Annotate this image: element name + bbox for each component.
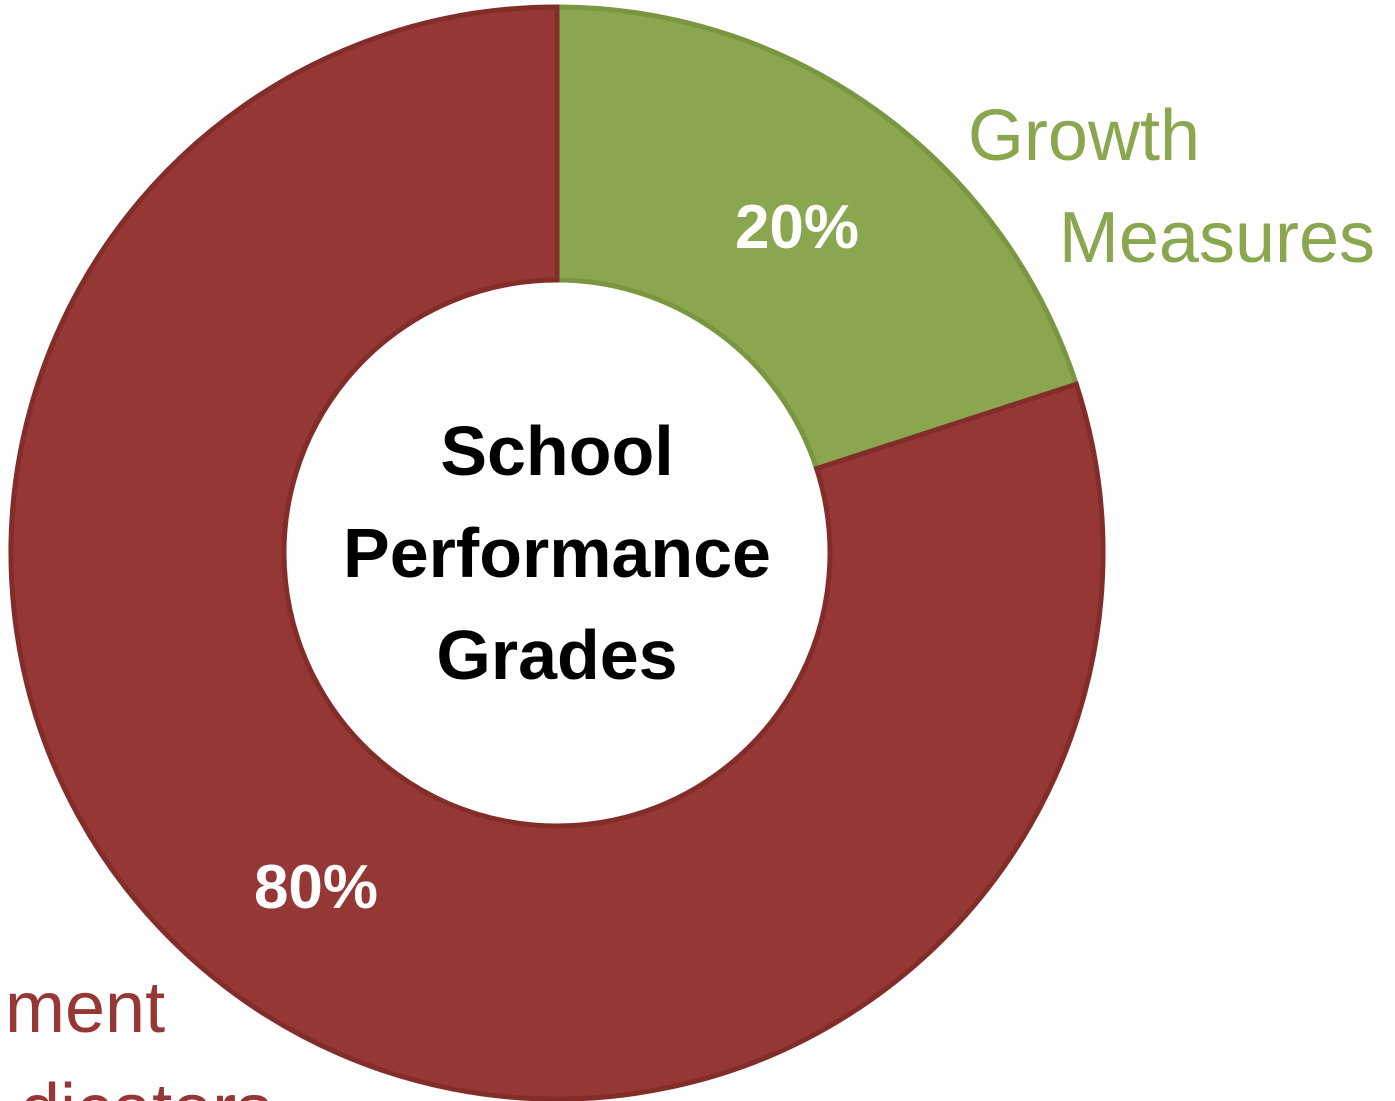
chart-title: School Performance Grades [343, 412, 771, 694]
donut-slice [8, 4, 1106, 1101]
data-label: 20% [735, 193, 859, 262]
donut [8, 4, 1106, 1101]
category-label: mentdicators [5, 968, 272, 1101]
donut-slice [554, 4, 1080, 472]
data-label: 80% [254, 853, 378, 922]
category-label: Growth Measures [968, 96, 1375, 278]
